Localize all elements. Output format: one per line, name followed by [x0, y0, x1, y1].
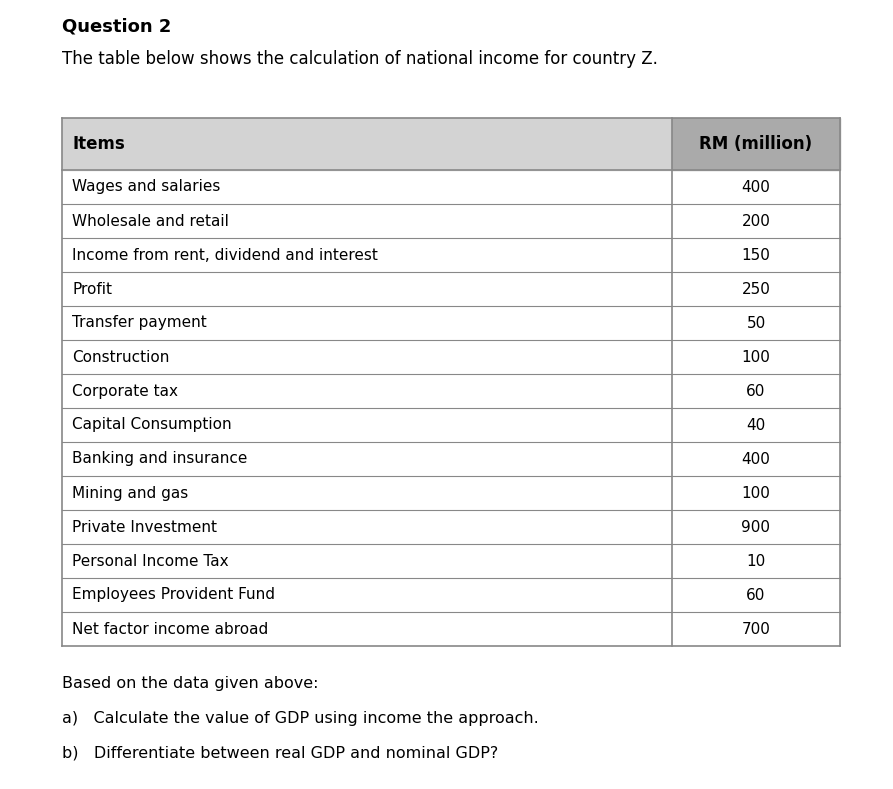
- Text: Capital Consumption: Capital Consumption: [72, 417, 231, 432]
- Text: 60: 60: [747, 383, 765, 398]
- Text: 400: 400: [741, 451, 771, 466]
- Text: Items: Items: [72, 135, 125, 153]
- Text: 10: 10: [747, 554, 765, 569]
- Text: Mining and gas: Mining and gas: [72, 485, 188, 500]
- Text: 150: 150: [741, 248, 771, 263]
- Text: 50: 50: [747, 316, 765, 331]
- Text: Question 2: Question 2: [62, 18, 171, 36]
- Text: Construction: Construction: [72, 350, 170, 365]
- Text: 400: 400: [741, 180, 771, 195]
- Text: Income from rent, dividend and interest: Income from rent, dividend and interest: [72, 248, 378, 263]
- Text: Employees Provident Fund: Employees Provident Fund: [72, 588, 275, 603]
- Text: Personal Income Tax: Personal Income Tax: [72, 554, 229, 569]
- Text: Profit: Profit: [72, 282, 112, 297]
- Text: 40: 40: [747, 417, 765, 432]
- Text: 100: 100: [741, 350, 771, 365]
- Text: 900: 900: [741, 519, 771, 534]
- Text: The table below shows the calculation of national income for country Z.: The table below shows the calculation of…: [62, 50, 658, 68]
- Text: Corporate tax: Corporate tax: [72, 383, 178, 398]
- Text: 200: 200: [741, 214, 771, 229]
- Text: Wages and salaries: Wages and salaries: [72, 180, 221, 195]
- Text: Based on the data given above:: Based on the data given above:: [62, 676, 319, 691]
- Text: 60: 60: [747, 588, 765, 603]
- Text: RM (million): RM (million): [699, 135, 813, 153]
- Text: Private Investment: Private Investment: [72, 519, 217, 534]
- Text: Banking and insurance: Banking and insurance: [72, 451, 247, 466]
- Text: b)   Differentiate between real GDP and nominal GDP?: b) Differentiate between real GDP and no…: [62, 746, 498, 761]
- Text: a)   Calculate the value of GDP using income the approach.: a) Calculate the value of GDP using inco…: [62, 711, 538, 726]
- Text: 700: 700: [741, 622, 771, 637]
- Text: Net factor income abroad: Net factor income abroad: [72, 622, 268, 637]
- Text: Wholesale and retail: Wholesale and retail: [72, 214, 229, 229]
- Text: Transfer payment: Transfer payment: [72, 316, 207, 331]
- Text: 250: 250: [741, 282, 771, 297]
- Text: 100: 100: [741, 485, 771, 500]
